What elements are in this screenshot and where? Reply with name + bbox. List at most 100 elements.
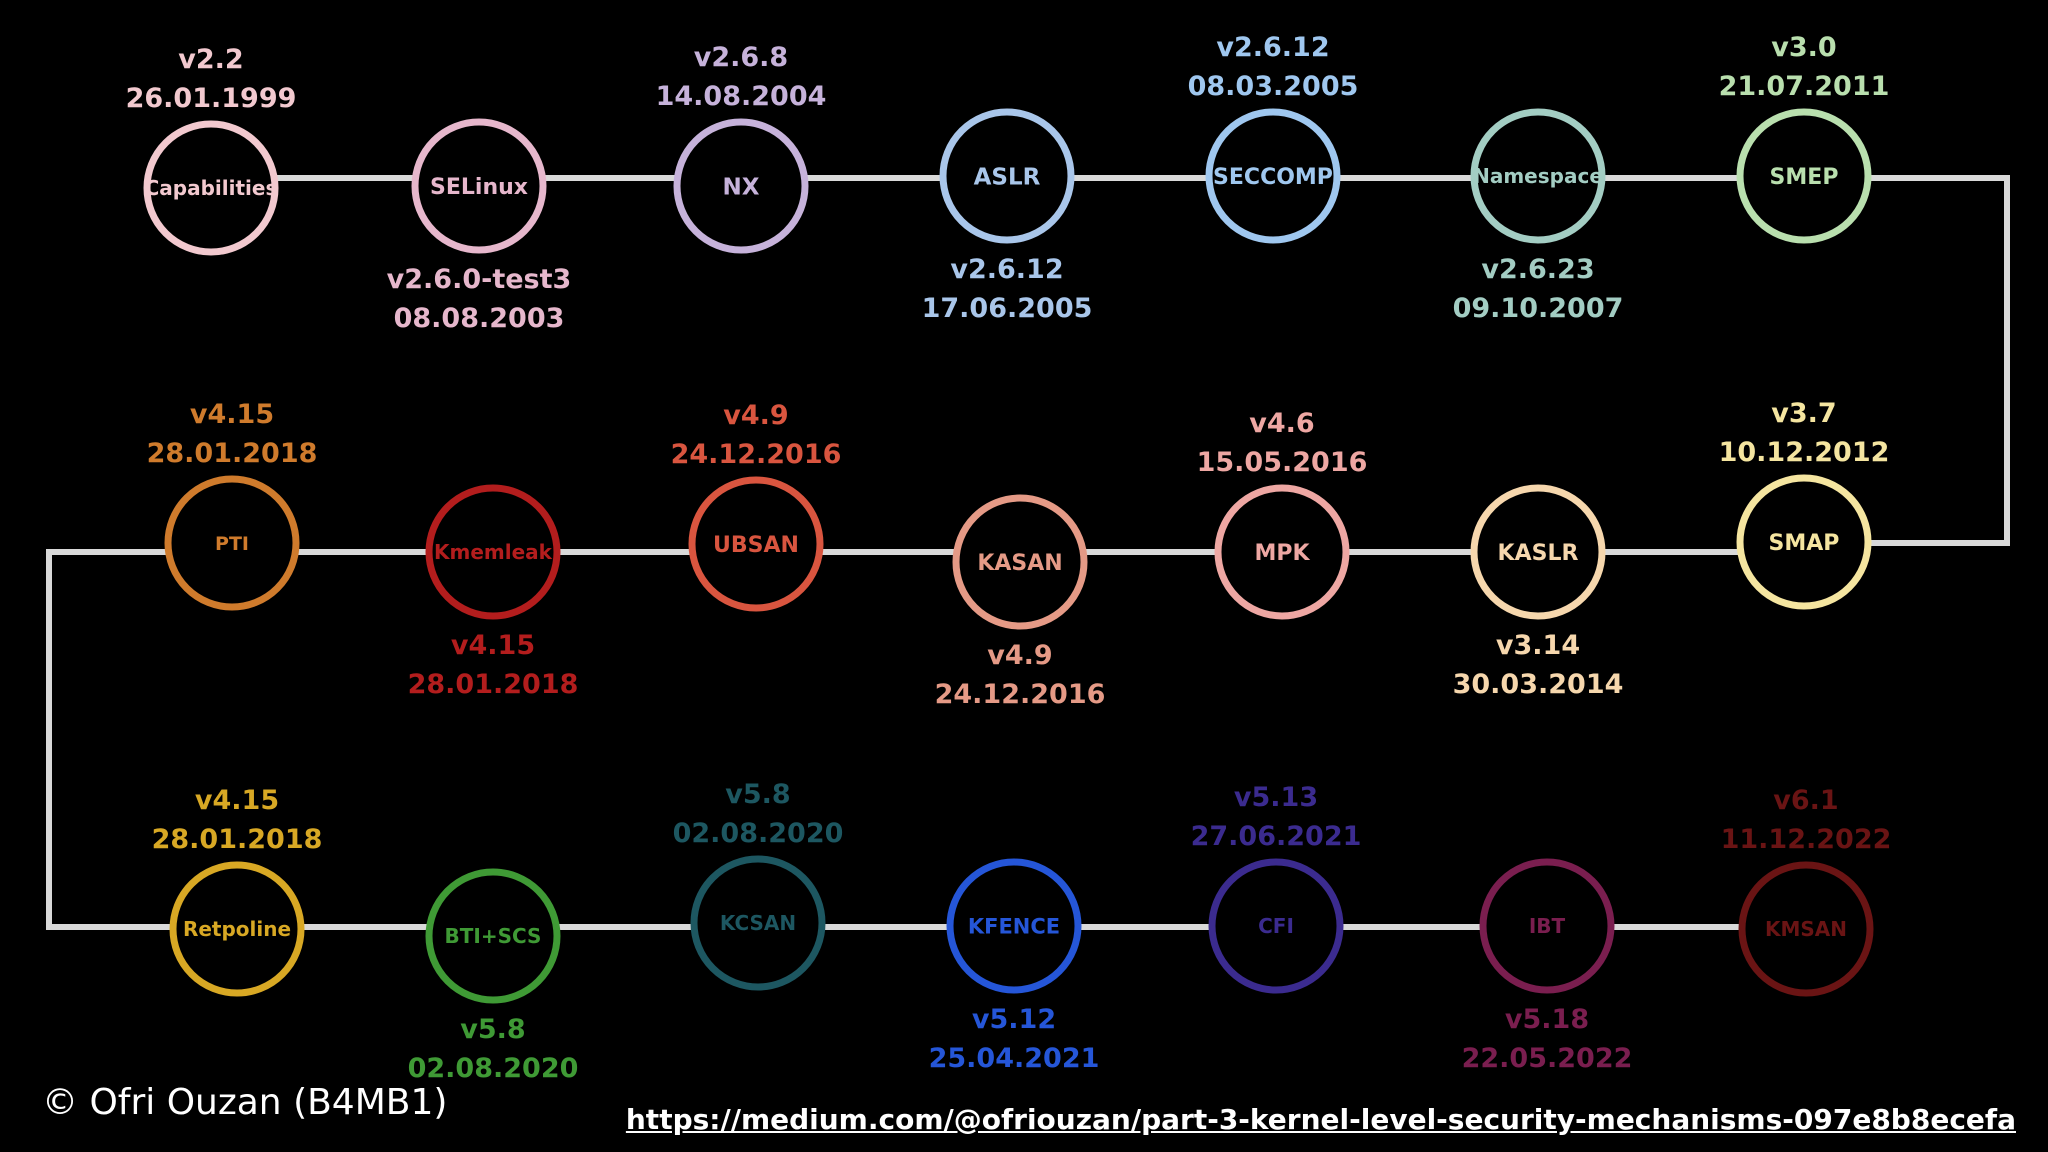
node-ring — [1470, 484, 1606, 620]
mechanism-node-cfi: CFI v5.13 27.06.2021 — [1191, 782, 1362, 994]
node-label: SECCOMP — [1213, 165, 1333, 190]
mechanism-node-pti: PTI v4.15 28.01.2018 — [147, 399, 318, 611]
node-version: v4.9 — [987, 640, 1052, 671]
node-ring — [164, 475, 300, 611]
node-date: 27.06.2021 — [1191, 821, 1362, 852]
timeline-nodes: Capabilities v2.2 26.01.1999 SELinux v2.6.0-… — [126, 32, 1892, 1084]
node-label: SELinux — [430, 175, 528, 200]
node-date: 24.12.2016 — [935, 679, 1106, 710]
mechanism-node-kcsan: KCSAN v5.8 02.08.2020 — [673, 779, 843, 991]
node-version: v4.9 — [723, 400, 788, 431]
node-label: KASAN — [977, 551, 1062, 576]
node-label: Kmemleak — [434, 540, 553, 564]
node-label: KASLR — [1498, 541, 1579, 566]
node-ring — [1214, 484, 1350, 620]
node-date: 15.05.2016 — [1197, 447, 1368, 478]
node-date: 08.03.2005 — [1188, 71, 1359, 102]
node-label: IBT — [1529, 914, 1566, 938]
node-ring — [143, 120, 279, 256]
node-ring — [1208, 858, 1344, 994]
mechanism-node-kfence: KFENCE v5.12 25.04.2021 — [929, 858, 1100, 1074]
mechanism-node-capabilities: Capabilities v2.2 26.01.1999 — [126, 44, 297, 256]
node-date: 22.05.2022 — [1462, 1043, 1633, 1074]
node-label: NX — [723, 174, 760, 200]
node-version: v4.15 — [190, 399, 274, 430]
node-label: Retpoline — [183, 917, 291, 941]
node-version: v5.8 — [460, 1014, 525, 1045]
node-label: KFENCE — [968, 915, 1060, 939]
node-label: SMAP — [1769, 531, 1840, 556]
node-ring — [688, 476, 824, 612]
node-ring — [946, 858, 1082, 994]
node-ring — [939, 108, 1075, 244]
node-ring — [1736, 108, 1872, 244]
node-date: 10.12.2012 — [1719, 437, 1890, 468]
mechanism-node-smap: SMAP v3.7 10.12.2012 — [1719, 398, 1890, 610]
node-ring — [952, 494, 1088, 630]
node-version: v2.6.0-test3 — [387, 264, 572, 295]
timeline-left-turn-line — [46, 549, 237, 930]
node-version: v3.0 — [1771, 32, 1836, 63]
node-version: v2.6.23 — [1481, 254, 1594, 285]
node-version: v4.6 — [1249, 408, 1314, 439]
node-version: v3.7 — [1771, 398, 1836, 429]
mechanism-node-seccomp: SECCOMP v2.6.12 08.03.2005 — [1188, 32, 1359, 244]
node-date: 28.01.2018 — [147, 438, 318, 469]
node-date: 02.08.2020 — [408, 1053, 579, 1084]
mechanism-node-kasan: KASAN v4.9 24.12.2016 — [935, 494, 1106, 710]
node-version: v4.15 — [195, 785, 279, 816]
node-version: v5.13 — [1234, 782, 1318, 813]
node-ring — [169, 861, 305, 997]
node-label: Namespace — [1473, 164, 1603, 188]
node-ring — [1479, 858, 1615, 994]
node-ring — [1205, 108, 1341, 244]
node-version: v6.1 — [1773, 785, 1838, 816]
node-ring — [411, 118, 547, 254]
mechanism-node-selinux: SELinux v2.6.0-test3 08.08.2003 — [387, 118, 572, 334]
node-ring — [1736, 474, 1872, 610]
node-date: 14.08.2004 — [656, 81, 827, 112]
mechanism-node-nx: NX v2.6.8 14.08.2004 — [656, 42, 827, 254]
node-version: v2.6.12 — [950, 254, 1063, 285]
node-date: 08.08.2003 — [394, 303, 565, 334]
mechanism-node-mpk: MPK v4.6 15.05.2016 — [1197, 408, 1368, 620]
node-version: v5.8 — [725, 779, 790, 810]
mechanism-node-retpoline: Retpoline v4.15 28.01.2018 — [152, 785, 323, 997]
node-ring — [425, 484, 561, 620]
node-date: 28.01.2018 — [408, 669, 579, 700]
timeline-right-turn-line — [1804, 175, 2010, 546]
node-date: 25.04.2021 — [929, 1043, 1100, 1074]
node-label: KMSAN — [1765, 917, 1847, 941]
mechanism-node-bti-scs: BTI+SCS v5.8 02.08.2020 — [408, 868, 579, 1084]
node-date: 21.07.2011 — [1719, 71, 1890, 102]
mechanism-node-ubsan: UBSAN v4.9 24.12.2016 — [671, 400, 842, 612]
node-date: 24.12.2016 — [671, 439, 842, 470]
mechanism-node-smep: SMEP v3.0 21.07.2011 — [1719, 32, 1890, 244]
node-date: 26.01.1999 — [126, 83, 297, 114]
node-ring — [690, 855, 826, 991]
node-version: v4.15 — [451, 630, 535, 661]
mechanism-node-namespace: Namespace v2.6.23 09.10.2007 — [1453, 108, 1624, 324]
node-version: v2.2 — [178, 44, 243, 75]
copyright-notice: © Ofri Ouzan (B4MB1) — [42, 1082, 448, 1123]
node-ring — [1470, 108, 1606, 244]
node-label: CFI — [1258, 914, 1294, 938]
node-label: Capabilities — [145, 176, 278, 200]
node-label: PTI — [215, 533, 249, 555]
mechanism-node-aslr: ASLR v2.6.12 17.06.2005 — [922, 108, 1093, 324]
node-date: 09.10.2007 — [1453, 293, 1624, 324]
node-date: 11.12.2022 — [1721, 824, 1892, 855]
node-date: 17.06.2005 — [922, 293, 1093, 324]
mechanism-node-kmsan: KMSAN v6.1 11.12.2022 — [1721, 785, 1892, 997]
node-ring — [1738, 861, 1874, 997]
node-label: MPK — [1254, 541, 1310, 566]
node-date: 28.01.2018 — [152, 824, 323, 855]
node-label: KCSAN — [720, 911, 796, 935]
node-version: v3.14 — [1496, 630, 1580, 661]
node-label: BTI+SCS — [445, 924, 542, 948]
source-link[interactable]: https://medium.com/@ofriouzan/part-3-ker… — [625, 1103, 2016, 1136]
node-version: v2.6.12 — [1216, 32, 1329, 63]
node-label: SMEP — [1770, 165, 1839, 190]
mechanism-node-kmemleak: Kmemleak v4.15 28.01.2018 — [408, 484, 579, 700]
